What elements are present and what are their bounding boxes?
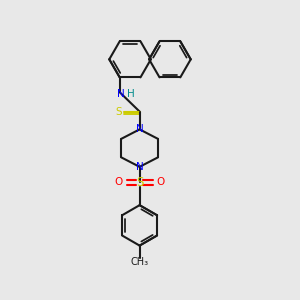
Text: O: O — [157, 177, 165, 187]
Text: N: N — [136, 162, 143, 172]
Text: O: O — [114, 177, 122, 187]
Text: N: N — [136, 124, 143, 134]
Text: H: H — [127, 89, 135, 99]
Text: S: S — [116, 106, 122, 116]
Text: S: S — [136, 176, 143, 189]
Text: CH₃: CH₃ — [130, 256, 149, 267]
Text: N: N — [117, 89, 125, 99]
